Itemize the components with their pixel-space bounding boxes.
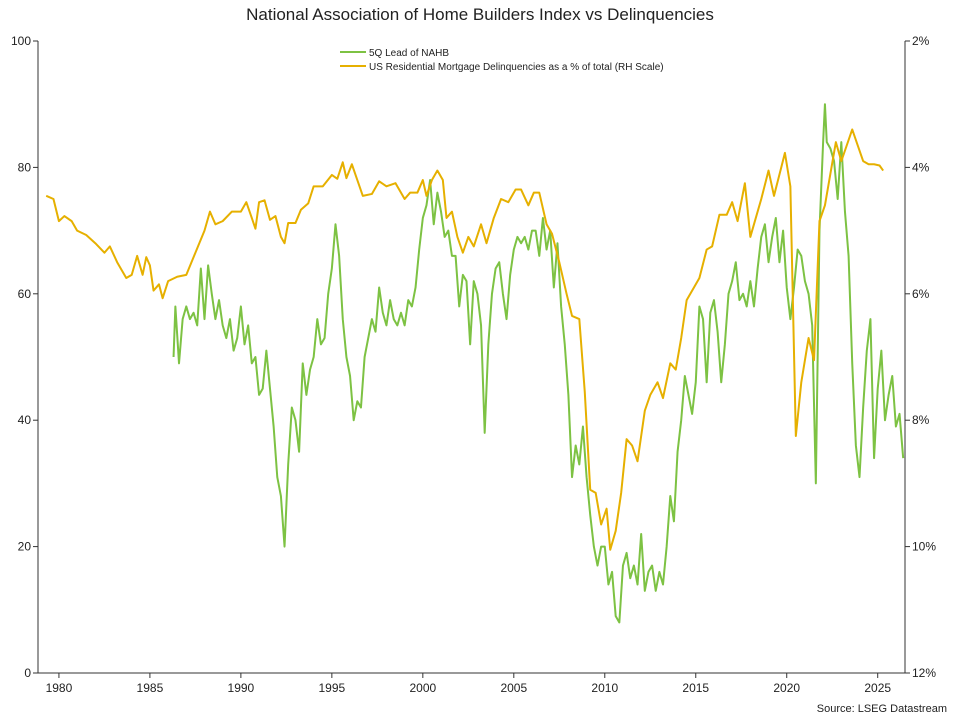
x-tick-label: 2025 — [864, 681, 891, 695]
y2-tick-label: 6% — [912, 287, 930, 301]
y-tick-label: 60 — [18, 287, 32, 301]
y-tick-label: 20 — [18, 540, 32, 554]
y2-tick-label: 12% — [912, 666, 936, 680]
x-tick-label: 1990 — [228, 681, 255, 695]
x-tick-label: 2000 — [409, 681, 436, 695]
y-tick-label: 80 — [18, 160, 32, 174]
y-tick-label: 0 — [24, 666, 31, 680]
x-tick-label: 2010 — [591, 681, 618, 695]
axes-frame — [37, 41, 906, 674]
series-line — [45, 128, 884, 551]
x-tick-label: 2015 — [682, 681, 709, 695]
series-line — [172, 103, 905, 624]
y-tick-label: 100 — [11, 34, 31, 48]
y-tick-label: 40 — [18, 413, 32, 427]
x-tick-label: 1980 — [46, 681, 73, 695]
chart-title: National Association of Home Builders In… — [246, 5, 714, 24]
x-tick-label: 1985 — [137, 681, 164, 695]
y2-tick-label: 2% — [912, 34, 930, 48]
source-note: Source: LSEG Datastream — [817, 703, 947, 715]
legend-label: 5Q Lead of NAHB — [369, 48, 449, 59]
x-tick-label: 2020 — [773, 681, 800, 695]
y2-tick-label: 10% — [912, 540, 936, 554]
y2-tick-label: 4% — [912, 160, 930, 174]
x-tick-label: 1995 — [319, 681, 346, 695]
x-tick-label: 2005 — [500, 681, 527, 695]
legend-label: US Residential Mortgage Delinquencies as… — [369, 62, 664, 73]
y2-tick-label: 8% — [912, 413, 930, 427]
